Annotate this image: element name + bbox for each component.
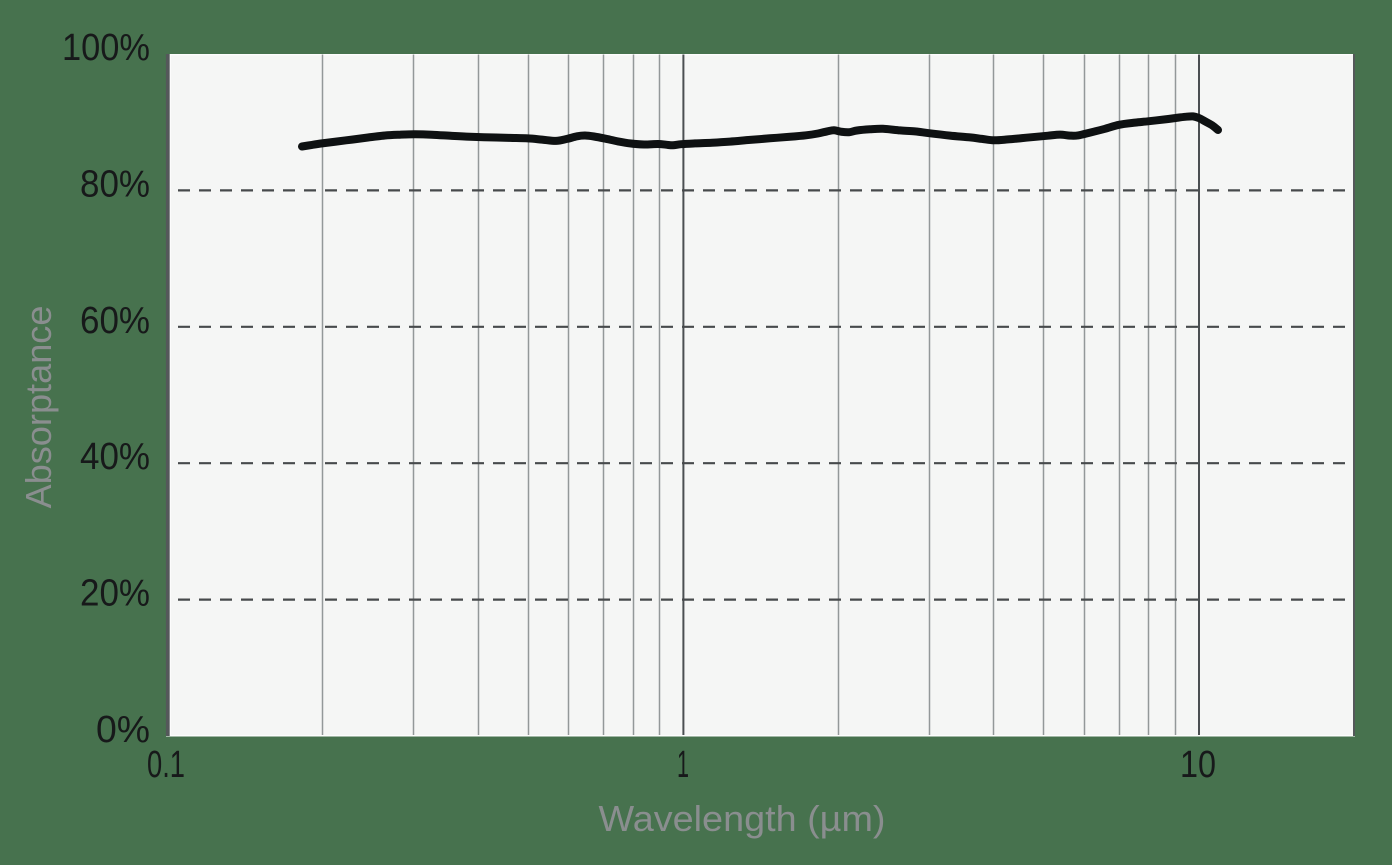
svg-text:1: 1 xyxy=(677,744,689,786)
svg-text:0%: 0% xyxy=(96,709,150,751)
svg-text:Wavelength (µm): Wavelength (µm) xyxy=(599,798,886,839)
svg-text:60%: 60% xyxy=(80,300,150,342)
svg-text:Absorptance: Absorptance xyxy=(18,306,59,509)
svg-text:20%: 20% xyxy=(80,573,150,615)
svg-text:40%: 40% xyxy=(80,436,150,478)
svg-text:80%: 80% xyxy=(80,163,150,205)
svg-text:10: 10 xyxy=(1180,744,1216,786)
svg-text:100%: 100% xyxy=(62,27,150,69)
svg-text:0.1: 0.1 xyxy=(147,744,185,786)
